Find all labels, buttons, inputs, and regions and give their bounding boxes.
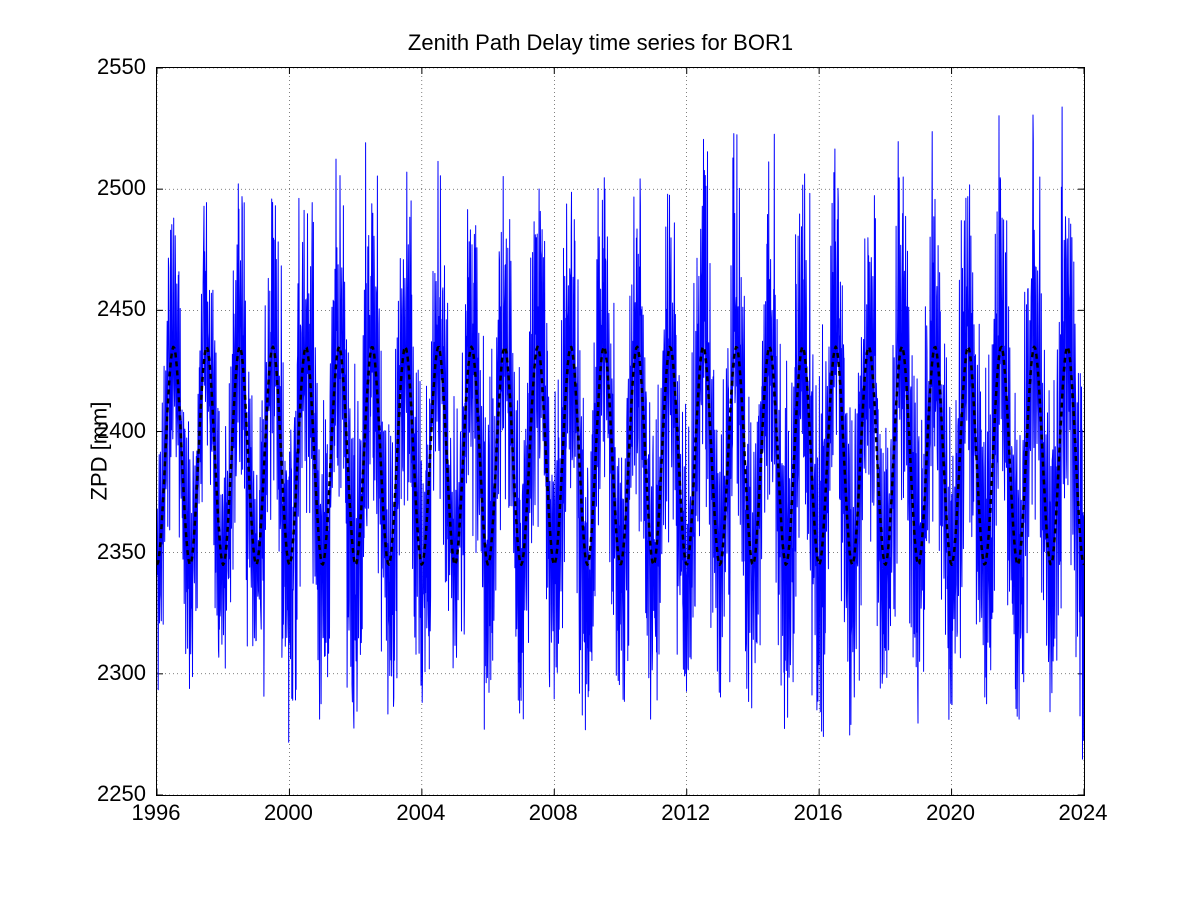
y-tick-label: 2250 — [86, 781, 146, 807]
x-tick-label: 2024 — [1059, 800, 1108, 826]
plot-area — [156, 67, 1085, 796]
x-tick-label: 2016 — [794, 800, 843, 826]
x-tick-label: 2004 — [396, 800, 445, 826]
x-tick-label: 2000 — [264, 800, 313, 826]
chart-container: Zenith Path Delay time series for BOR1 Z… — [0, 0, 1201, 901]
y-tick-label: 2550 — [86, 54, 146, 80]
y-tick-label: 2300 — [86, 660, 146, 686]
y-tick-label: 2450 — [86, 296, 146, 322]
x-tick-label: 2008 — [529, 800, 578, 826]
y-tick-label: 2400 — [86, 418, 146, 444]
y-axis-label: ZPD [mm] — [87, 401, 113, 500]
chart-title: Zenith Path Delay time series for BOR1 — [0, 30, 1201, 56]
x-tick-label: 2012 — [661, 800, 710, 826]
y-tick-label: 2500 — [86, 175, 146, 201]
y-tick-label: 2350 — [86, 539, 146, 565]
plot-svg — [157, 68, 1084, 795]
x-tick-label: 2020 — [926, 800, 975, 826]
